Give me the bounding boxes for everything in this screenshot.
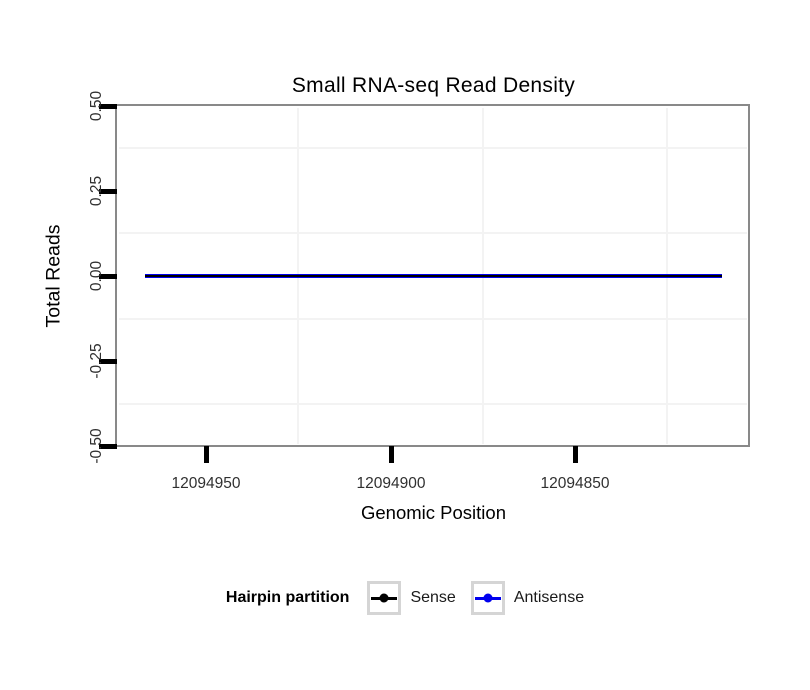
gridline-minor-h <box>119 232 747 234</box>
legend-title: Hairpin partition <box>225 589 350 606</box>
y-tick-label: 0.50 <box>88 90 105 122</box>
legend-label-antisense: Antisense <box>513 589 585 606</box>
y-tick-label: -0.25 <box>88 343 105 379</box>
x-tick <box>389 446 394 463</box>
y-tick <box>99 359 117 364</box>
chart-title: Small RNA-seq Read Density <box>291 74 576 97</box>
legend-key-antisense <box>470 581 505 615</box>
x-tick-label: 12094850 <box>540 475 610 492</box>
legend: Hairpin partition Sense Antisense <box>0 579 810 617</box>
y-tick <box>99 274 117 279</box>
legend-label-sense: Sense <box>410 589 456 606</box>
x-tick-label: 12094900 <box>356 475 426 492</box>
x-tick <box>573 446 578 463</box>
gridline-minor-h <box>119 403 747 405</box>
legend-key-sense <box>367 581 402 615</box>
y-tick <box>99 189 117 194</box>
y-tick <box>99 444 117 449</box>
y-tick-label: -0.50 <box>88 428 105 464</box>
gridline-minor-h <box>119 147 747 149</box>
pointrange-dot-icon <box>483 593 493 603</box>
y-tick <box>99 104 117 109</box>
x-tick <box>204 446 209 463</box>
y-axis-title: Total Reads <box>42 224 65 328</box>
x-axis-title: Genomic Position <box>361 502 506 523</box>
series-line-sense <box>145 275 722 277</box>
y-tick-label: 0.25 <box>88 175 105 207</box>
pointrange-dot-icon <box>379 593 389 603</box>
x-tick-label: 12094950 <box>171 475 241 492</box>
gridline-minor-h <box>119 318 747 320</box>
y-tick-label: 0.00 <box>88 260 105 292</box>
